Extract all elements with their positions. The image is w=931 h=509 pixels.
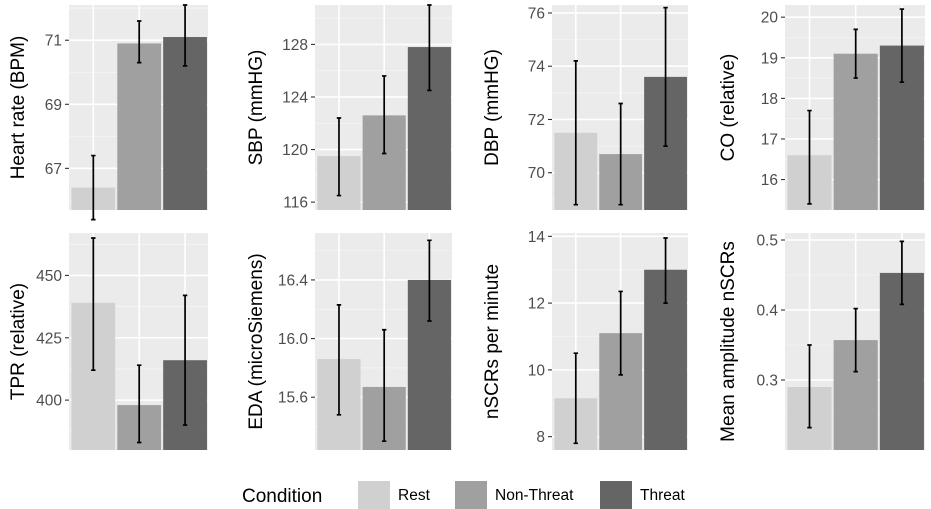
y-tick-label: 0.5 [756,233,778,250]
y-tick-label: 0.4 [756,303,778,320]
y-tick-label: 19 [761,50,778,67]
y-tick-label: 15.6 [278,390,308,407]
error-bar [618,290,623,376]
y-tick-label: 10 [528,362,546,379]
y-tick-label: 70 [528,165,546,182]
panel-4: 16 17 18 19 20 CO (relative) [718,5,925,211]
y-axis-title: Heart rate (BPM) [8,36,29,180]
bar-non-threat [117,43,162,210]
y-tick-label: 72 [528,112,545,129]
panel-3: 70 72 74 76 DBP (mmHG) [482,5,688,210]
error-bar [663,6,668,147]
error-bar [573,60,578,206]
y-tick-label: 400 [36,393,62,410]
y-tick-label: 20 [761,10,779,27]
error-bar [336,117,342,197]
panel-6: 15.6 16.0 16.4 EDA (microSiemens) [246,233,452,450]
legend: Condition Rest Non-Threat Threat [242,481,685,509]
y-tick-label: 69 [45,97,62,114]
y-axis-title: Mean amplitude nSCRs [718,241,739,442]
error-bar [663,237,668,304]
y-axis-title: TPR (relative) [8,283,29,400]
y-tick-label: 450 [36,268,62,285]
y-tick-label: 0.3 [756,373,778,390]
y-tick-label: 120 [282,142,308,159]
panel-2: 116 120 124 128 SBP (mmHG) [246,4,452,212]
error-bar [381,328,387,443]
legend-label: Non-Threat [495,487,574,504]
y-tick-label: 16.0 [278,331,309,348]
error-bar [427,239,432,322]
y-tick-label: 8 [536,429,545,446]
panel-7: 8 10 12 14 nSCRs per minute [482,229,688,450]
y-tick-label: 14 [528,229,546,246]
error-bar [381,75,387,155]
y-tick-label: 425 [36,330,62,347]
error-bar [136,20,142,64]
legend-key [455,481,487,509]
y-tick-label: 12 [528,296,545,313]
error-bar [899,8,905,83]
legend-label: Rest [398,487,431,504]
error-bar [899,240,905,306]
y-tick-label: 124 [282,89,308,106]
error-bar [91,154,96,221]
error-bar [91,237,96,372]
y-axis-title: DBP (mmHG) [482,49,503,166]
legend-key [600,481,632,509]
y-tick-label: 17 [761,131,778,148]
y-axis-title: SBP (mmHG) [246,50,267,166]
error-bar [182,4,188,67]
panel-8: 0.3 0.4 0.5 Mean amplitude nSCRs [718,233,925,450]
y-tick-label: 16.4 [278,272,309,289]
y-tick-label: 16 [761,172,778,189]
error-bar [182,294,188,426]
legend-key [358,481,390,509]
y-tick-label: 74 [528,59,546,76]
error-bar [336,303,342,416]
error-bar [136,364,142,444]
y-tick-label: 76 [528,5,545,22]
error-bar [807,109,812,205]
error-bar [573,352,578,445]
panel-5: 400 425 450 TPR (relative) [8,233,208,450]
error-bar [853,28,858,79]
error-bar [618,102,623,206]
y-axis-title: EDA (microSiemens) [246,253,267,429]
y-tick-label: 116 [283,195,308,212]
y-tick-label: 18 [761,91,778,108]
y-tick-label: 128 [282,37,308,54]
panel-1: 67 69 71 Heart rate (BPM) [8,4,208,221]
y-tick-label: 71 [45,33,62,50]
y-axis-title: nSCRs per minute [482,264,503,419]
y-axis-title: CO (relative) [718,54,739,162]
error-bar [853,307,858,373]
legend-title: Condition [242,486,322,507]
legend-label: Threat [640,487,685,504]
error-bar [807,344,812,429]
bar-non-threat [833,53,878,210]
y-tick-label: 67 [45,161,62,178]
error-bar [427,4,432,92]
